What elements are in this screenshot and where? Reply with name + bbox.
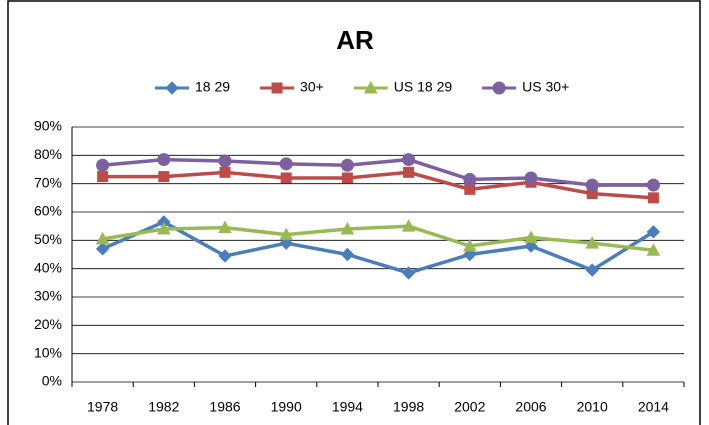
- data-point: [157, 153, 171, 167]
- chart-frame: [7, 0, 701, 425]
- data-point: [96, 158, 110, 172]
- data-point: [585, 263, 599, 277]
- x-tick-label: 1982: [148, 399, 179, 415]
- legend-marker: [363, 80, 378, 94]
- series-line: [101, 219, 655, 275]
- data-point: [218, 249, 232, 263]
- chart-title: AR: [336, 25, 374, 55]
- y-tick-label: 30%: [34, 288, 62, 304]
- data-point: [218, 220, 232, 234]
- data-point: [401, 219, 416, 232]
- x-tick-label: 1990: [271, 399, 302, 415]
- data-point: [279, 227, 294, 241]
- x-tick-label: 1994: [332, 399, 363, 415]
- data-point: [97, 171, 109, 183]
- x-tick-label: 2002: [454, 399, 485, 415]
- data-point: [585, 236, 600, 249]
- x-tick-label: 1986: [209, 399, 240, 415]
- legend-label: 30+: [300, 79, 324, 95]
- x-tick-label: 1998: [393, 399, 424, 415]
- data-point: [403, 166, 415, 178]
- data-point: [219, 166, 231, 178]
- y-tick-label: 20%: [34, 316, 62, 332]
- data-point: [218, 154, 232, 168]
- legend-label: US 30+: [522, 79, 569, 95]
- data-point: [340, 247, 355, 262]
- data-point: [585, 178, 599, 192]
- data-point: [524, 171, 538, 185]
- data-point: [647, 192, 659, 204]
- legend-label: 18 29: [195, 79, 230, 95]
- data-point: [646, 243, 661, 256]
- y-tick-label: 80%: [34, 146, 62, 162]
- series-line: [102, 224, 654, 252]
- series-line: [102, 157, 654, 187]
- legend-label: US 18 29: [394, 79, 453, 95]
- y-tick-label: 10%: [34, 344, 62, 360]
- data-point: [462, 238, 477, 252]
- x-tick-label: 2014: [638, 399, 669, 415]
- legend-marker: [165, 81, 179, 95]
- data-point: [95, 231, 110, 245]
- x-tick-label: 2006: [515, 399, 546, 415]
- data-point: [524, 230, 538, 243]
- x-tick-label: 1978: [87, 399, 118, 415]
- data-point: [280, 172, 292, 184]
- data-point: [95, 242, 110, 256]
- y-tick-label: 50%: [34, 231, 62, 247]
- x-tick-label: 2010: [577, 399, 608, 415]
- data-point: [340, 158, 354, 172]
- data-point: [401, 266, 416, 280]
- y-tick-label: 40%: [34, 259, 62, 275]
- data-point: [158, 171, 170, 183]
- legend-marker: [492, 81, 506, 95]
- data-point: [402, 153, 416, 167]
- data-point: [463, 172, 477, 186]
- data-point: [340, 221, 355, 235]
- y-tick-label: 90%: [34, 118, 62, 134]
- y-tick-label: 0%: [42, 373, 62, 389]
- y-tick-label: 60%: [34, 203, 62, 219]
- data-point: [156, 221, 171, 235]
- data-point: [279, 157, 293, 171]
- data-point: [646, 178, 660, 192]
- y-tick-label: 70%: [34, 174, 62, 190]
- legend-marker: [271, 82, 283, 94]
- data-point: [341, 172, 353, 184]
- data-point: [646, 225, 661, 239]
- series-line: [102, 170, 654, 200]
